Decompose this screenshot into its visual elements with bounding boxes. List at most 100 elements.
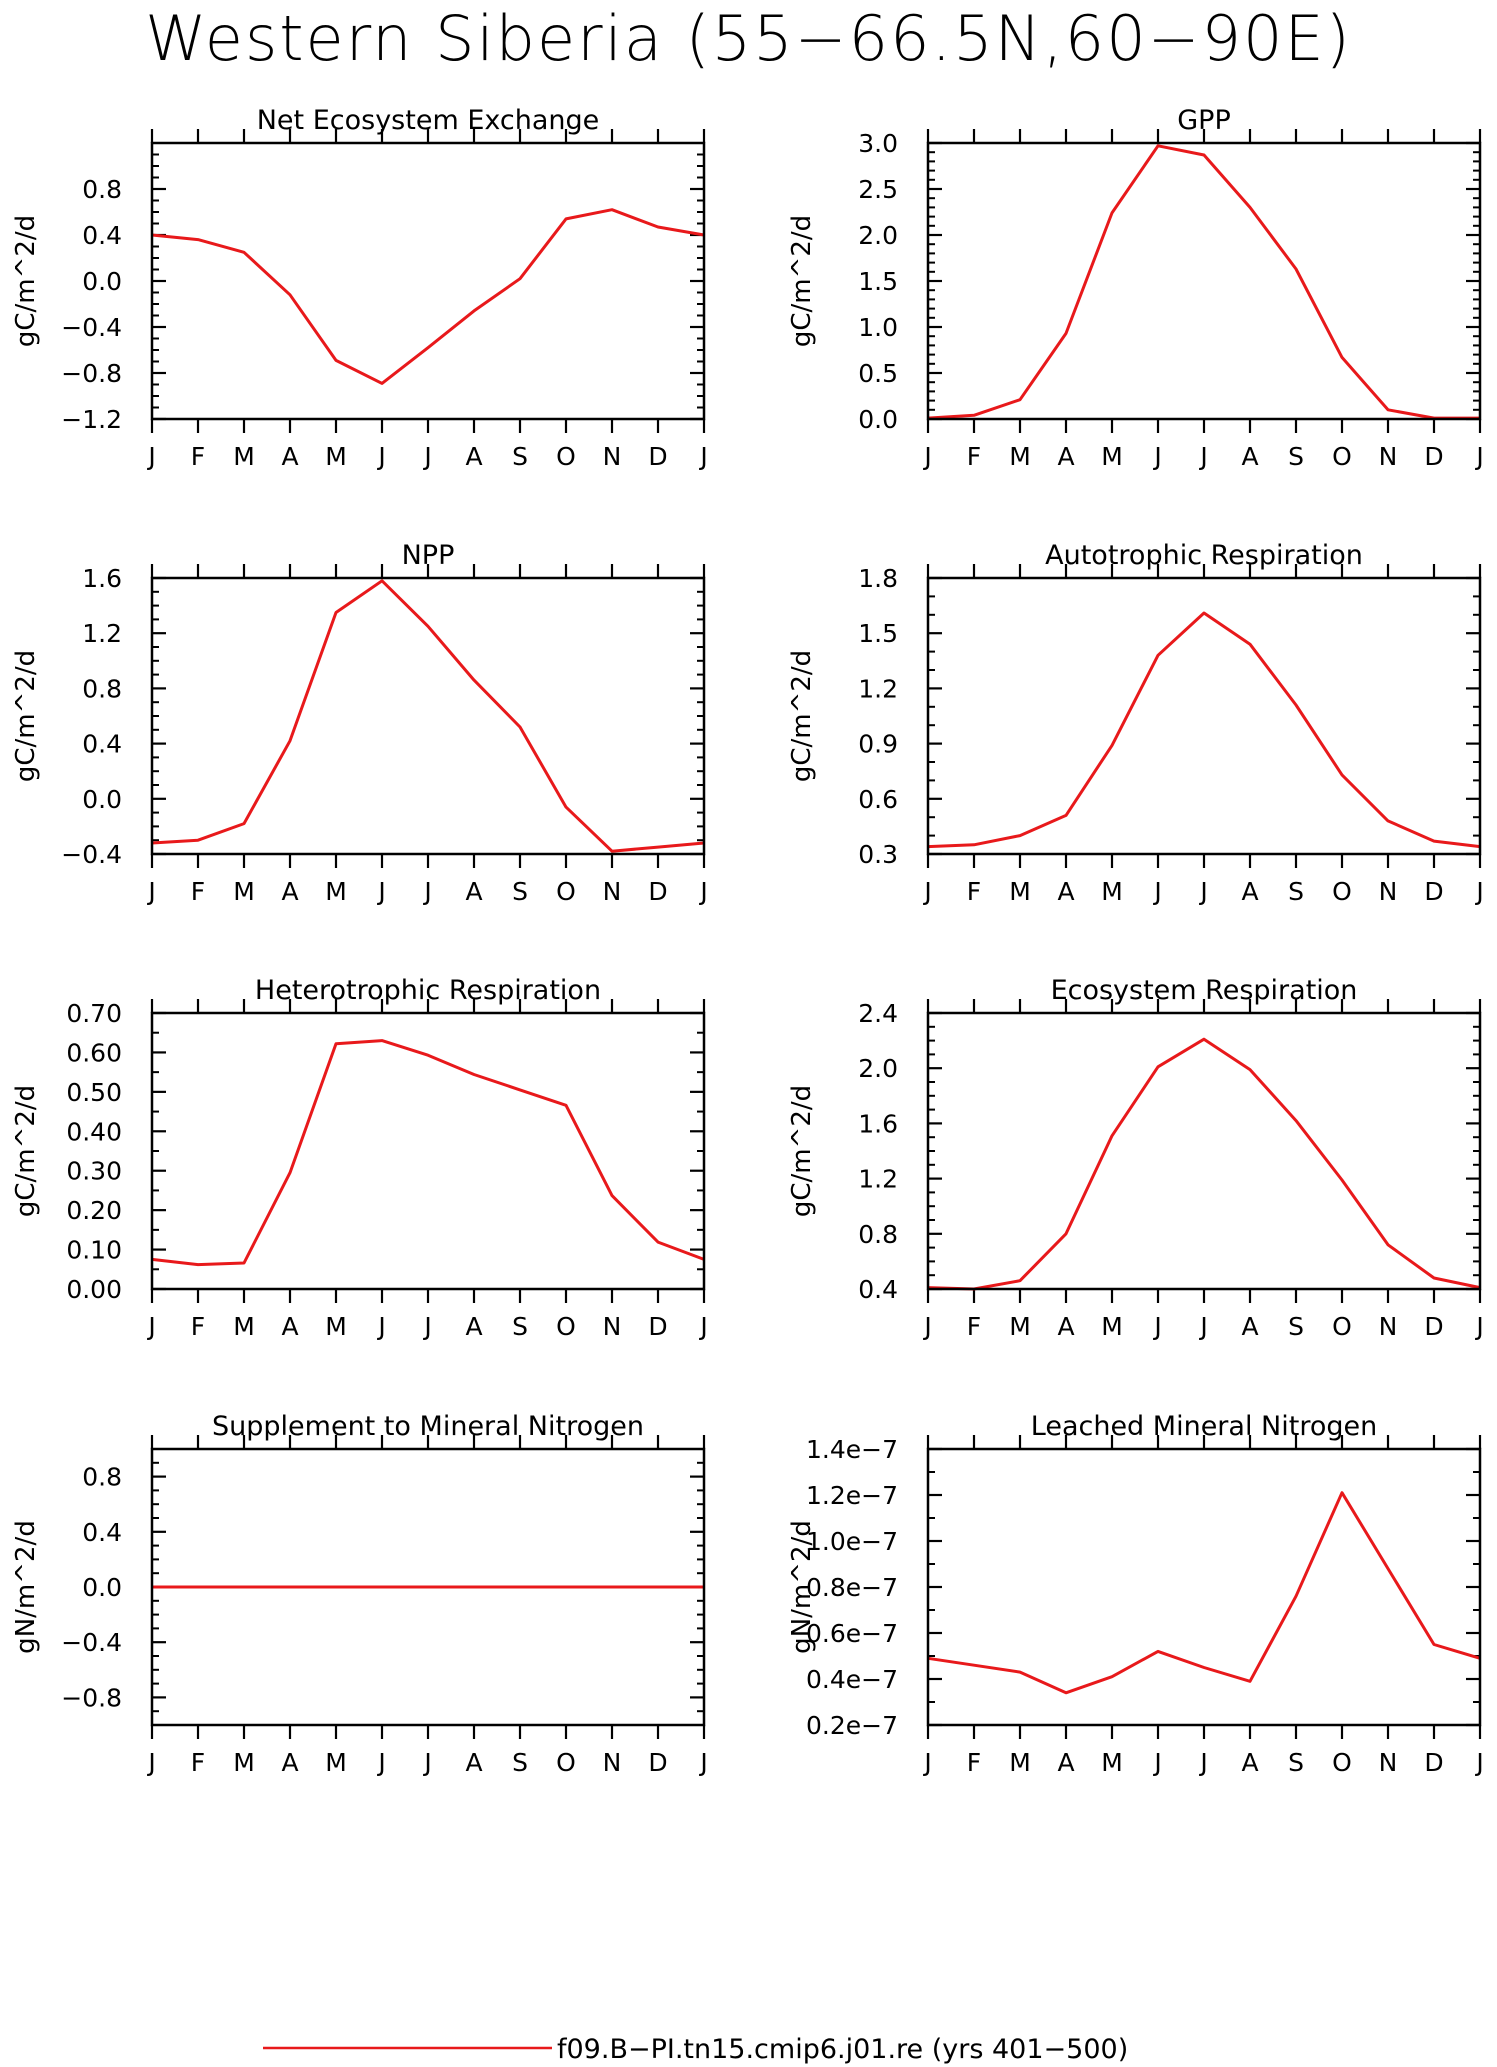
x-tick-label: M bbox=[325, 877, 347, 906]
x-tick-label: S bbox=[512, 442, 528, 471]
y-tick-label: 0.40 bbox=[66, 1117, 122, 1146]
x-tick-label: J bbox=[1152, 1312, 1161, 1341]
x-tick-label: M bbox=[1009, 442, 1031, 471]
y-axis-label: gC/m^2/d bbox=[787, 650, 817, 782]
y-tick-label: 1.5 bbox=[858, 619, 898, 648]
x-tick-label: J bbox=[146, 877, 155, 906]
y-tick-label: 1.2 bbox=[858, 1165, 898, 1194]
y-tick-label: −1.2 bbox=[61, 405, 122, 434]
x-tick-label: J bbox=[146, 442, 155, 471]
y-tick-label: −0.8 bbox=[61, 359, 122, 388]
x-tick-label: D bbox=[648, 1748, 667, 1777]
y-tick-label: 1.6 bbox=[82, 564, 122, 593]
series-line bbox=[927, 611, 1481, 849]
x-tick-label: J bbox=[376, 1312, 385, 1341]
y-tick-label: 0.6e−7 bbox=[806, 1619, 898, 1648]
x-tick-label: M bbox=[1101, 1748, 1123, 1777]
y-tick-label: 0.70 bbox=[66, 999, 122, 1028]
x-tick-label: J bbox=[146, 1748, 155, 1777]
y-axis-label: gC/m^2/d bbox=[787, 215, 817, 347]
y-tick-label: 1.0e−7 bbox=[806, 1527, 898, 1556]
x-tick-label: O bbox=[1332, 1748, 1352, 1777]
x-tick-label: S bbox=[1288, 1312, 1304, 1341]
x-tick-label: N bbox=[1379, 442, 1398, 471]
y-tick-label: 0.20 bbox=[66, 1196, 122, 1225]
x-tick-label: M bbox=[1009, 877, 1031, 906]
x-tick-label: A bbox=[465, 1312, 482, 1341]
x-tick-label: M bbox=[1101, 877, 1123, 906]
x-tick-label: O bbox=[556, 877, 576, 906]
y-tick-label: 0.9 bbox=[858, 730, 898, 759]
x-tick-label: J bbox=[422, 1312, 431, 1341]
x-tick-label: J bbox=[422, 442, 431, 471]
legend: f09.B−PI.tn15.cmip6.j01.re (yrs 401−500) bbox=[263, 2034, 1128, 2065]
y-tick-label: 0.3 bbox=[858, 840, 898, 869]
x-tick-label: J bbox=[376, 442, 385, 471]
x-tick-label: J bbox=[698, 1312, 707, 1341]
x-tick-label: O bbox=[1332, 1312, 1352, 1341]
x-tick-label: J bbox=[376, 1748, 385, 1777]
x-tick-label: A bbox=[281, 1748, 298, 1777]
x-tick-label: J bbox=[922, 877, 931, 906]
x-tick-label: S bbox=[512, 1312, 528, 1341]
series-line bbox=[151, 1039, 705, 1267]
x-tick-label: S bbox=[1288, 1748, 1304, 1777]
y-tick-label: −0.4 bbox=[61, 840, 122, 869]
y-tick-label: 1.6 bbox=[858, 1109, 898, 1138]
y-tick-label: 0.6 bbox=[858, 785, 898, 814]
x-tick-label: S bbox=[512, 1748, 528, 1777]
y-tick-label: 2.0 bbox=[858, 1054, 898, 1083]
x-tick-label: M bbox=[1009, 1312, 1031, 1341]
x-tick-label: M bbox=[325, 1312, 347, 1341]
x-tick-label: F bbox=[191, 442, 205, 471]
x-tick-label: M bbox=[233, 1312, 255, 1341]
plot-frame bbox=[150, 1011, 706, 1291]
x-tick-label: J bbox=[422, 877, 431, 906]
chart-panel: Ecosystem RespirationgC/m^2/d0.40.81.21.… bbox=[787, 975, 1484, 1341]
y-tick-label: 0.0 bbox=[82, 785, 122, 814]
x-tick-label: D bbox=[1424, 1748, 1443, 1777]
y-tick-label: 0.4 bbox=[858, 1275, 898, 1304]
x-tick-label: O bbox=[556, 1312, 576, 1341]
x-tick-label: A bbox=[281, 1312, 298, 1341]
x-tick-label: S bbox=[1288, 442, 1304, 471]
x-tick-label: J bbox=[922, 442, 931, 471]
y-tick-label: 0.0 bbox=[82, 1573, 122, 1602]
x-tick-label: N bbox=[1379, 1312, 1398, 1341]
plot-frame bbox=[926, 141, 1482, 421]
y-tick-label: −0.4 bbox=[61, 313, 122, 342]
x-tick-label: S bbox=[1288, 877, 1304, 906]
y-tick-label: 0.4 bbox=[82, 730, 122, 759]
y-tick-label: 0.5 bbox=[858, 359, 898, 388]
x-tick-label: A bbox=[281, 442, 298, 471]
x-tick-label: N bbox=[603, 442, 622, 471]
x-tick-label: J bbox=[146, 1312, 155, 1341]
chart-panel: Supplement to Mineral NitrogengN/m^2/d−0… bbox=[11, 1411, 708, 1777]
x-tick-label: M bbox=[1009, 1748, 1031, 1777]
series-line bbox=[151, 579, 705, 853]
x-tick-label: M bbox=[1101, 1312, 1123, 1341]
y-tick-label: 1.2 bbox=[82, 619, 122, 648]
x-tick-label: J bbox=[1198, 1748, 1207, 1777]
y-tick-label: −0.4 bbox=[61, 1628, 122, 1657]
y-axis-label: gN/m^2/d bbox=[11, 1520, 41, 1654]
x-tick-label: O bbox=[1332, 877, 1352, 906]
y-tick-label: 0.2e−7 bbox=[806, 1711, 898, 1740]
y-tick-label: 0.8 bbox=[82, 175, 122, 204]
y-tick-label: 2.5 bbox=[858, 175, 898, 204]
x-tick-label: M bbox=[325, 1748, 347, 1777]
y-tick-label: 3.0 bbox=[858, 129, 898, 158]
chart-panel: Autotrophic RespirationgC/m^2/d0.30.60.9… bbox=[787, 540, 1484, 906]
y-tick-label: 1.5 bbox=[858, 267, 898, 296]
x-tick-label: J bbox=[1152, 442, 1161, 471]
x-tick-label: F bbox=[967, 442, 981, 471]
x-tick-label: J bbox=[698, 442, 707, 471]
y-tick-label: 0.4e−7 bbox=[806, 1665, 898, 1694]
y-tick-label: 0.00 bbox=[66, 1275, 122, 1304]
y-axis-label: gN/m^2/d bbox=[787, 1520, 817, 1654]
chart-panel: Leached Mineral NitrogengN/m^2/d0.2e−70.… bbox=[787, 1411, 1484, 1777]
chart-panel: Net Ecosystem ExchangegC/m^2/d−1.2−0.8−0… bbox=[11, 105, 708, 471]
x-tick-label: A bbox=[1241, 1312, 1258, 1341]
